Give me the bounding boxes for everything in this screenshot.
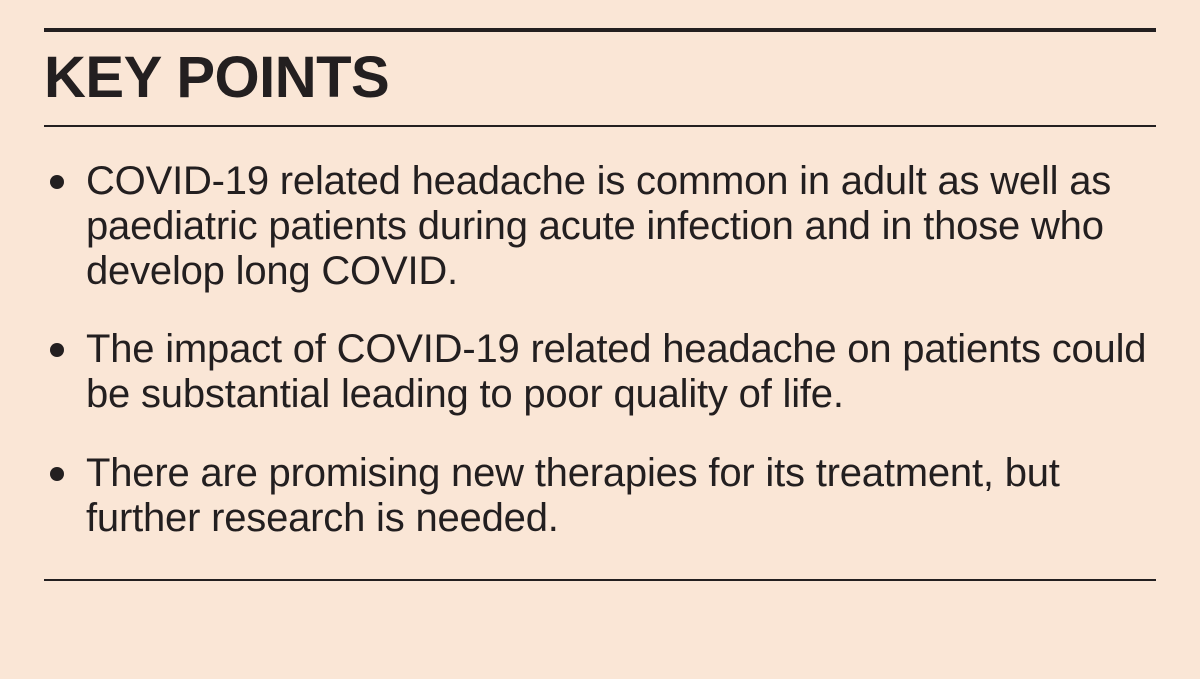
- list-item: COVID-19 related headache is common in a…: [44, 159, 1156, 293]
- list-item: There are promising new therapies for it…: [44, 451, 1156, 541]
- title-block: KEY POINTS: [44, 28, 1156, 127]
- points-list: COVID-19 related headache is common in a…: [44, 159, 1156, 581]
- box-title: KEY POINTS: [44, 44, 1156, 111]
- key-points-box: KEY POINTS COVID-19 related headache is …: [0, 0, 1200, 679]
- list-item: The impact of COVID-19 related headache …: [44, 327, 1156, 417]
